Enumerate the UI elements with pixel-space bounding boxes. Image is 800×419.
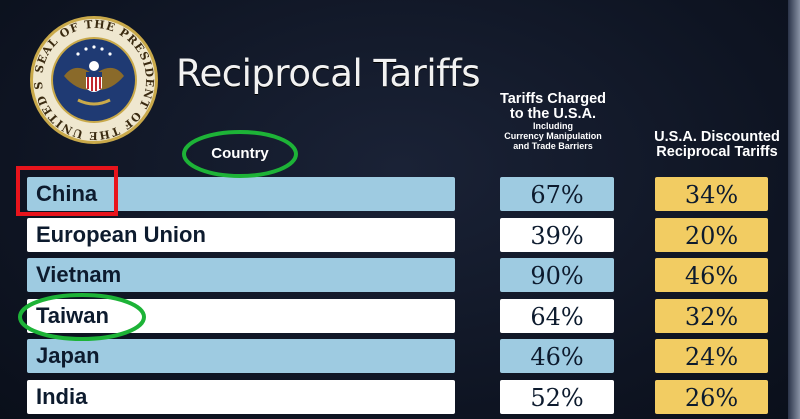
header-charged-line2: to the U.S.A. (509, 106, 597, 123)
page-title: Reciprocal Tariffs (176, 52, 480, 95)
discounted-tariff-value: 24% (655, 339, 768, 373)
discounted-tariff-value: 20% (655, 217, 768, 252)
presidential-seal-icon: SEAL OF THE PRESIDENT OF THE UNITED STAT… (28, 14, 158, 144)
table-row: Japan 46% 24% (0, 339, 800, 373)
header-charged-sub1: Including (533, 121, 573, 132)
country-cell: China (27, 177, 455, 211)
header-country: Country (211, 145, 269, 162)
header-charged-sub3: and Trade Barriers (513, 141, 593, 152)
country-cell: Japan (27, 339, 455, 373)
tariff-charged-value: 64% (500, 298, 614, 333)
header-charged-line1: Tariffs Charged (499, 91, 607, 107)
country-cell: India (27, 379, 455, 414)
tariff-charged-value: 46% (500, 339, 614, 373)
table-row: China 67% 34% (0, 177, 800, 211)
header-disc-line1: U.S.A. Discounted (654, 129, 780, 145)
header-discounted: U.S.A. Discounted Reciprocal Tariffs (638, 129, 796, 161)
country-name: Vietnam (36, 262, 122, 287)
header-tariffs-charged: Tariffs Charged to the U.S.A. Including … (478, 91, 628, 152)
right-edge (788, 0, 800, 419)
table-row: India 52% 26% (0, 379, 800, 414)
country-cell: Vietnam (27, 258, 455, 292)
country-cell: European Union (27, 217, 455, 252)
tariff-charged-value: 90% (500, 258, 614, 292)
country-name: European Union (36, 221, 206, 247)
table-row: Taiwan 64% 32% (0, 298, 800, 333)
table-row: Vietnam 90% 46% (0, 258, 800, 292)
country-name: India (36, 383, 88, 409)
country-cell: Taiwan (27, 298, 455, 333)
tariff-charged-value: 67% (500, 177, 614, 211)
country-name: Taiwan (36, 302, 109, 328)
discounted-tariff-value: 46% (655, 258, 768, 292)
country-name: Japan (36, 343, 100, 368)
discounted-tariff-value: 26% (655, 379, 768, 414)
header-charged-sub2: Currency Manipulation (504, 131, 602, 142)
country-name: China (36, 181, 98, 206)
tariff-charged-value: 39% (500, 217, 614, 252)
discounted-tariff-value: 32% (655, 298, 768, 333)
tariff-charged-value: 52% (500, 379, 614, 414)
header-disc-line2: Reciprocal Tariffs (656, 144, 778, 161)
discounted-tariff-value: 34% (655, 177, 768, 211)
table-row: European Union 39% 20% (0, 217, 800, 252)
